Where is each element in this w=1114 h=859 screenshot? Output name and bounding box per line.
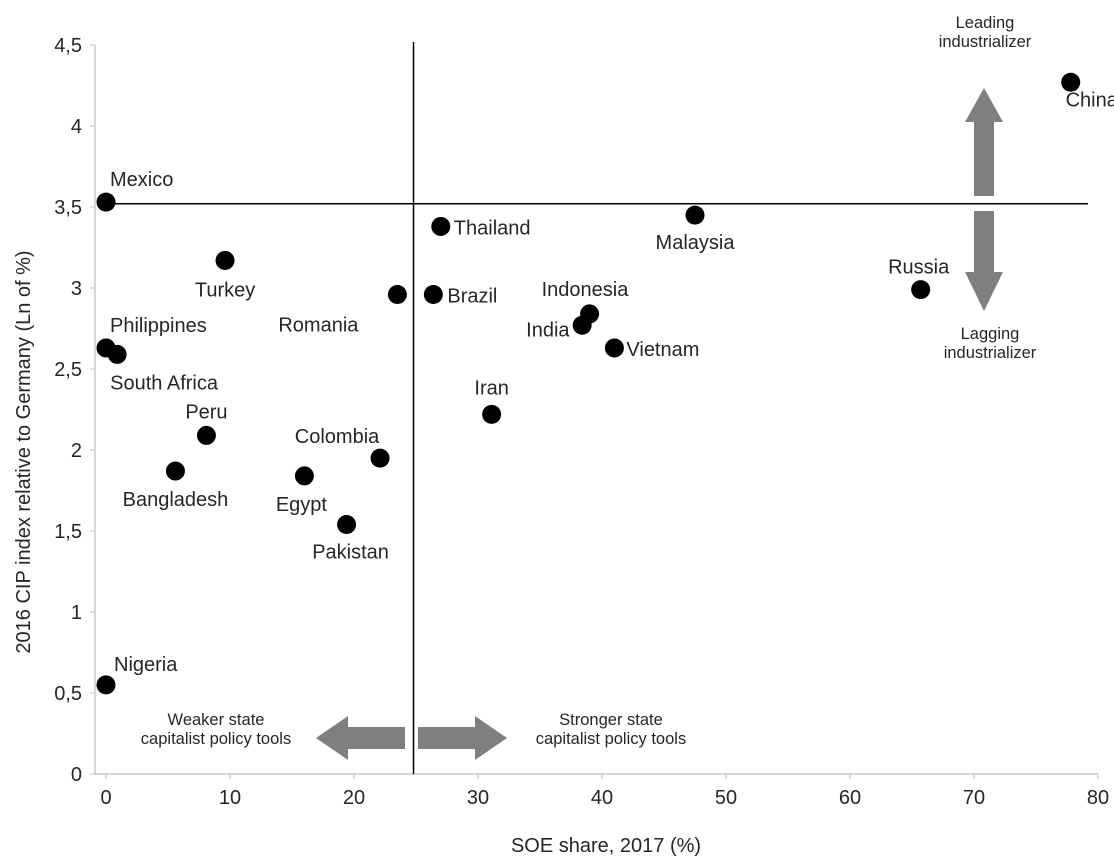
- arrow-down: [965, 211, 1003, 311]
- y-tick-label: 2,5: [54, 359, 82, 381]
- arrow-left: [316, 716, 405, 760]
- data-point: [215, 250, 235, 270]
- x-tick-label: 80: [1087, 787, 1109, 809]
- x-tick-label: 30: [467, 787, 489, 809]
- direction-arrows: [316, 88, 1003, 760]
- leading-industrializer-note: Leading industrializer: [939, 14, 1032, 51]
- data-point: [337, 515, 357, 535]
- data-point: [370, 448, 390, 468]
- y-tick-label: 0: [71, 764, 82, 786]
- point-labels: China Mexico Malaysia Thailand Turkey Russia R…: [110, 89, 1114, 676]
- arrow-right: [418, 716, 507, 760]
- point-label: Egypt: [276, 494, 328, 516]
- x-axis-title: SOE share, 2017 (%): [511, 835, 701, 857]
- stronger-tools-note: Stronger state capitalist policy tools: [536, 711, 686, 748]
- data-point: [294, 466, 314, 486]
- point-label: Colombia: [295, 426, 380, 448]
- data-point: [196, 425, 216, 445]
- y-tick-label: 0,5: [54, 683, 82, 705]
- x-tick-label: 20: [343, 787, 365, 809]
- x-tick-label: 60: [839, 787, 861, 809]
- point-label: Nigeria: [114, 654, 178, 676]
- point-label: South Africa: [110, 372, 219, 394]
- x-tick-label: 10: [219, 787, 241, 809]
- data-point: [604, 338, 624, 358]
- point-label: Bangladesh: [123, 489, 229, 511]
- axes: 0 10 20 30 40 50 60 70 80 0 0,5 1 1,5 2 2,5 3 3,5 4 4,5: [54, 35, 1109, 809]
- data-point: [423, 284, 443, 304]
- point-label: Indonesia: [542, 279, 630, 301]
- arrow-up: [965, 88, 1003, 196]
- data-point: [685, 205, 705, 225]
- x-tick-label: 40: [591, 787, 613, 809]
- data-point: [387, 284, 407, 304]
- data-point: [165, 461, 185, 481]
- point-label: Brazil: [447, 285, 497, 307]
- point-label: India: [526, 319, 570, 341]
- y-axis-title: 2016 CIP index relative to Germany (Ln o…: [13, 250, 35, 653]
- x-tick-label: 50: [715, 787, 737, 809]
- data-points: [96, 72, 1081, 695]
- point-label: Malaysia: [656, 232, 736, 254]
- y-tick-label: 3: [71, 278, 82, 300]
- data-point: [911, 280, 931, 300]
- point-label: Pakistan: [312, 542, 389, 564]
- data-point: [482, 404, 502, 424]
- data-point: [431, 216, 451, 236]
- point-label: Peru: [185, 401, 227, 423]
- point-label: Romania: [278, 314, 359, 336]
- reference-lines: [98, 42, 1088, 774]
- quadrant-annotations: Leading industrializer Lagging industrializ…: [141, 14, 1037, 748]
- lagging-industrializer-note: Lagging industrializer: [944, 325, 1037, 362]
- point-label: Mexico: [110, 169, 173, 191]
- point-label: Turkey: [195, 279, 255, 301]
- y-tick-label: 4: [71, 116, 82, 138]
- y-tick-label: 4,5: [54, 35, 82, 57]
- data-point: [572, 315, 592, 335]
- x-tick-label: 70: [963, 787, 985, 809]
- y-tick-label: 3,5: [54, 197, 82, 219]
- weaker-tools-note: Weaker state capitalist policy tools: [141, 711, 291, 748]
- data-point: [96, 675, 116, 695]
- point-label: Thailand: [454, 217, 531, 239]
- point-label: Iran: [474, 377, 508, 399]
- point-label: Vietnam: [626, 339, 699, 361]
- y-tick-label: 1,5: [54, 521, 82, 543]
- point-label: China: [1066, 89, 1114, 111]
- data-point: [1061, 72, 1081, 92]
- data-point: [107, 344, 127, 364]
- point-label: Philippines: [110, 315, 207, 337]
- point-label: Russia: [888, 257, 950, 279]
- y-tick-label: 1: [71, 602, 82, 624]
- y-tick-label: 2: [71, 440, 82, 462]
- x-tick-label: 0: [100, 787, 111, 809]
- data-point: [96, 192, 116, 212]
